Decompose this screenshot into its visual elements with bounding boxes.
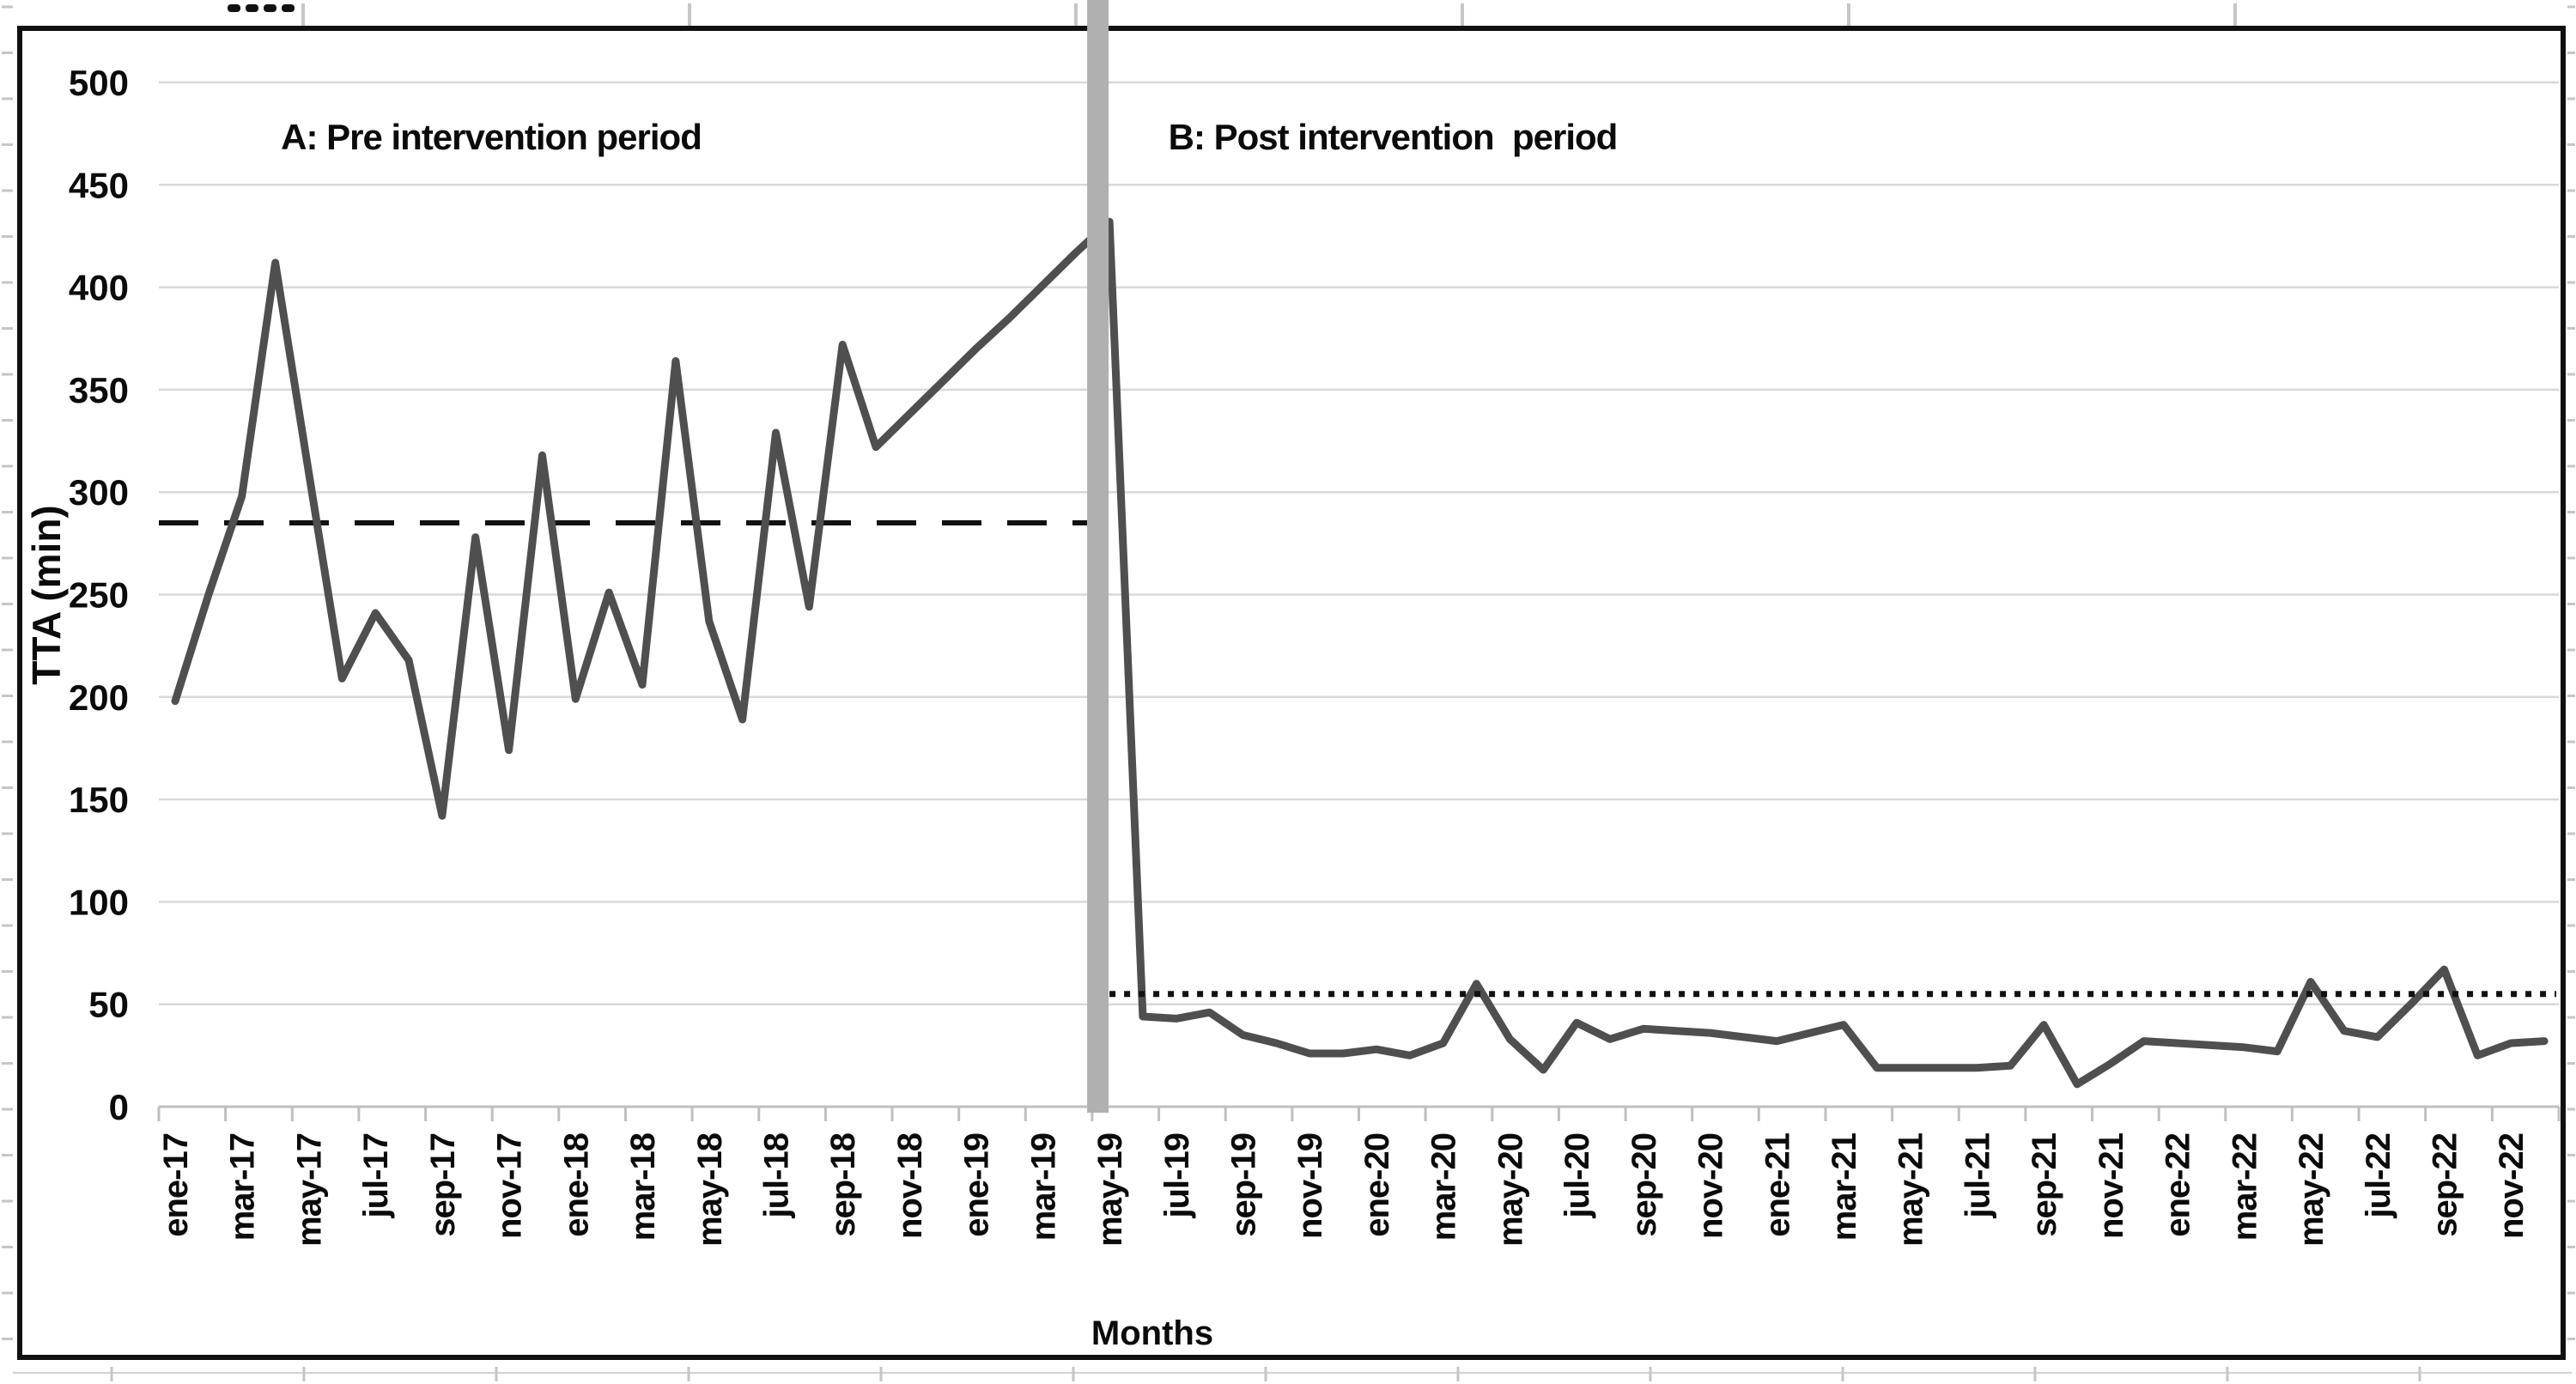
x-tick-label-may-22: may-22 [2293,1133,2330,1247]
x-axis-title: Months [1091,1314,1213,1352]
top-cropped-digit-artifact [246,4,258,12]
x-tick-label-jul-17: jul-17 [357,1133,395,1218]
y-tick-label-500: 500 [69,63,129,103]
x-tick-label-jul-20: jul-20 [1558,1133,1596,1218]
y-tick-label-250: 250 [69,575,129,616]
x-tick-label-jul-19: jul-19 [1158,1133,1196,1218]
x-tick-label-jul-18: jul-18 [758,1132,796,1218]
x-tick-label-sep-19: sep-19 [1225,1133,1263,1237]
x-tick-label-ene-21: ene-21 [1759,1132,1796,1236]
x-tick-label-ene-20: ene-20 [1358,1133,1396,1237]
intervention-bar [1087,0,1109,1113]
y-tick-label-300: 300 [69,472,129,513]
x-tick-label-sep-22: sep-22 [2427,1133,2464,1237]
top-cropped-digit-artifact [264,4,276,12]
x-tick-label-may-21: may-21 [1893,1132,1930,1247]
x-tick-label-nov-18: nov-18 [891,1132,929,1239]
x-tick-label-sep-20: sep-20 [1625,1133,1663,1237]
y-tick-label-400: 400 [69,268,129,308]
x-tick-label-nov-17: nov-17 [491,1133,529,1239]
chart-generated-background: 0 50 100 150 200 250 300 350 400 450 500 ene-17 mar-… [2,3,2575,1381]
x-tick-label-mar-21: mar-21 [1826,1132,1863,1241]
x-tick-label-jul-21: jul-21 [1959,1132,1996,1218]
x-tick-label-nov-21: nov-21 [2093,1132,2130,1239]
y-tick-label-50: 50 [88,985,129,1025]
x-tick-label-mar-22: mar-22 [2226,1133,2263,1241]
y-tick-label-0: 0 [109,1087,129,1127]
tta-series-line [171,217,2549,1089]
x-tick-label-may-17: may-17 [290,1133,328,1247]
x-tick-label-nov-19: nov-19 [1291,1133,1329,1239]
x-tick-label-mar-17: mar-17 [224,1133,262,1241]
x-tick-label-may-19: may-19 [1091,1133,1129,1247]
y-tick-label-150: 150 [69,780,129,820]
x-tick-label-ene-17: ene-17 [157,1133,195,1237]
x-tick-label-mar-19: mar-19 [1024,1133,1062,1241]
y-tick-label-200: 200 [69,677,129,718]
y-tick-label-450: 450 [69,165,129,205]
x-tick-label-mar-20: mar-20 [1425,1133,1463,1241]
x-tick-label-may-20: may-20 [1492,1133,1529,1247]
figure-border [17,26,2566,1360]
pre-period-label: A: Pre intervention period [281,117,702,157]
post-period-label: B: Post intervention period [1169,117,1618,157]
x-tick-label-ene-19: ene-19 [958,1133,996,1237]
x-tick-label-sep-17: sep-17 [424,1133,462,1237]
y-tick-label-100: 100 [69,882,129,922]
x-tick-label-nov-20: nov-20 [1692,1133,1730,1239]
x-tick-label-ene-22: ene-22 [2160,1133,2197,1237]
y-axis-title: TTA (min) [24,505,69,685]
x-tick-label-jul-22: jul-22 [2360,1133,2397,1218]
top-cropped-digit-artifact [282,4,295,12]
x-tick-label-sep-18: sep-18 [824,1132,862,1236]
x-tick-label-sep-21: sep-21 [2026,1132,2063,1236]
x-tick-label-ene-18: ene-18 [557,1132,595,1236]
y-tick-label-350: 350 [69,370,129,410]
top-cropped-digit-artifact [228,4,240,12]
x-tick-label-nov-22: nov-22 [2493,1133,2530,1239]
chart-generated-foreground [159,0,2556,1113]
x-tick-label-may-18: may-18 [691,1132,729,1247]
x-tick-label-mar-18: mar-18 [624,1132,662,1241]
